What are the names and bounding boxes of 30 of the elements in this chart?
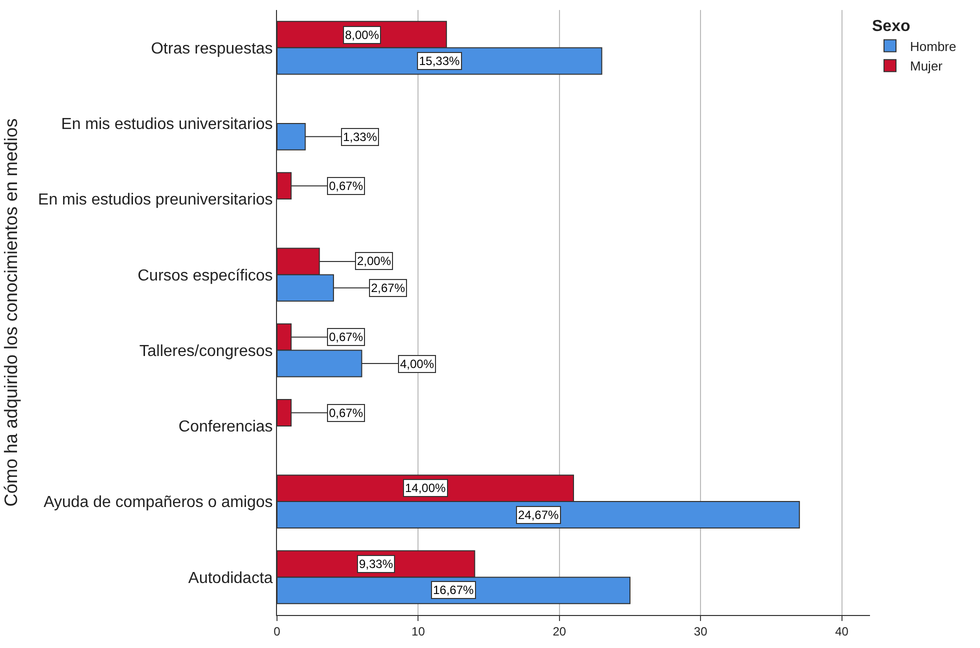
annotation: 4,00% — [400, 357, 434, 371]
annotation: 0,67% — [329, 179, 364, 193]
legend-label: Hombre — [910, 38, 956, 54]
y-tick-label: Ayuda de compañeros o amigos — [44, 494, 273, 512]
annotation: 14,00% — [405, 481, 446, 495]
annotation: 9,33% — [359, 557, 394, 571]
legend-title: Sexo — [872, 18, 910, 35]
y-tick-label: Conferencias — [178, 418, 273, 436]
annotation: 16,67% — [433, 583, 474, 597]
x-tick-label: 20 — [552, 624, 566, 638]
y-tick-label: En mis estudios universitarios — [61, 116, 273, 134]
y-tick-label: En mis estudios preuniversitarios — [38, 192, 273, 209]
y-tick-label: Talleres/congresos — [139, 342, 273, 360]
annotation: 8,00% — [345, 28, 380, 42]
y-tick-label: Otras respuestas — [150, 40, 273, 58]
annotation: 24,67% — [518, 508, 560, 522]
annotation: 15,33% — [419, 54, 460, 68]
y-axis-title: Cómo ha adquirido los conocimientos en medios — [1, 118, 22, 507]
y-tick-label: Autodidacta — [188, 570, 273, 587]
annotation: 0,67% — [329, 406, 364, 420]
x-tick-label: 10 — [412, 624, 426, 638]
annotation: 0,67% — [329, 330, 364, 344]
x-tick-label: 0 — [274, 624, 281, 638]
annotation: 1,33% — [343, 130, 378, 144]
annotation: 2,67% — [371, 281, 406, 295]
x-tick-label: 30 — [694, 624, 708, 638]
annotation: 2,00% — [357, 254, 392, 268]
y-tick-label: Cursos específicos — [138, 267, 273, 284]
x-tick-label: 40 — [835, 624, 849, 638]
legend-label: Mujer — [910, 58, 944, 74]
